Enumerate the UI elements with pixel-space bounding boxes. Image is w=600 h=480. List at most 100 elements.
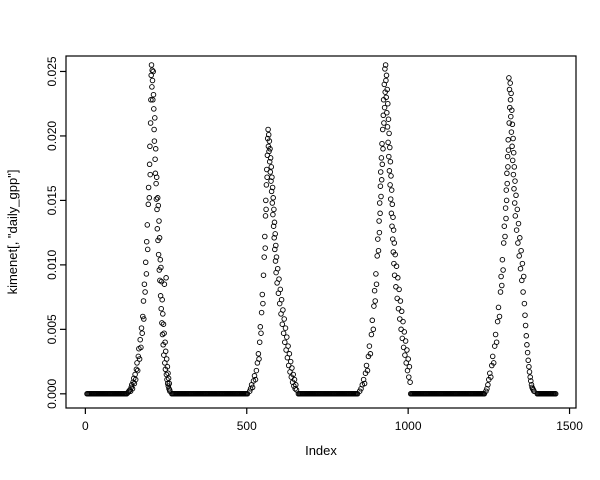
data-point	[264, 174, 270, 180]
data-point	[401, 329, 408, 335]
data-point	[499, 256, 506, 263]
data-point	[252, 376, 259, 383]
data-point	[513, 192, 519, 199]
data-point	[379, 126, 386, 133]
data-point	[504, 180, 510, 187]
data-point	[151, 106, 157, 112]
data-point	[393, 263, 400, 269]
data-point	[264, 166, 270, 173]
data-point	[500, 267, 506, 273]
data-point	[146, 195, 153, 201]
data-point	[382, 62, 389, 68]
y-tick-label: 0.025	[45, 56, 59, 86]
data-point	[512, 178, 518, 184]
data-point	[500, 240, 507, 246]
data-point	[268, 178, 274, 184]
data-point	[265, 126, 271, 133]
data-point	[135, 353, 142, 360]
data-point	[152, 146, 159, 152]
data-point	[284, 334, 290, 340]
data-point	[526, 369, 533, 375]
data-point	[271, 206, 277, 213]
data-point	[154, 195, 161, 201]
data-point	[385, 139, 391, 146]
data-point	[510, 171, 517, 178]
data-point	[373, 281, 380, 287]
data-point	[162, 348, 169, 355]
data-point	[376, 218, 382, 224]
data-point	[494, 318, 501, 325]
data-point	[385, 100, 391, 107]
data-point	[516, 253, 522, 259]
data-point	[514, 206, 521, 213]
data-point	[497, 289, 504, 295]
data-point	[503, 187, 510, 193]
data-point	[149, 84, 155, 90]
data-point	[377, 183, 384, 189]
data-point	[393, 284, 399, 290]
data-point	[397, 316, 403, 322]
data-point	[150, 91, 157, 98]
data-point	[155, 202, 162, 209]
data-point	[526, 363, 532, 370]
data-point	[394, 295, 400, 302]
data-point	[388, 187, 395, 193]
data-point	[251, 373, 258, 379]
data-point	[274, 265, 281, 272]
data-point	[492, 331, 499, 338]
data-point	[376, 200, 383, 206]
data-point	[164, 376, 170, 383]
data-point	[386, 130, 392, 137]
data-point	[552, 391, 559, 397]
data-point	[144, 246, 151, 253]
data-point	[152, 156, 158, 162]
data-point	[286, 351, 293, 357]
data-point	[267, 169, 274, 175]
data-point	[157, 256, 164, 263]
data-point	[266, 158, 273, 165]
data-point	[390, 214, 396, 220]
data-point	[517, 265, 524, 272]
data-point	[375, 236, 381, 242]
data-point	[246, 388, 253, 394]
data-point	[525, 357, 531, 364]
data-point	[280, 307, 286, 313]
data-point	[261, 254, 267, 260]
data-point	[404, 347, 410, 353]
data-point	[508, 129, 515, 135]
data-point	[493, 339, 500, 345]
data-point	[262, 213, 269, 219]
data-point	[266, 148, 272, 155]
y-tick-label: 0.000	[45, 378, 59, 408]
data-point	[269, 200, 276, 206]
data-point	[151, 126, 157, 133]
data-point	[151, 138, 158, 144]
data-point	[385, 116, 392, 122]
data-point	[370, 326, 377, 333]
data-point	[270, 223, 277, 229]
data-point	[369, 317, 376, 324]
data-point	[505, 137, 511, 143]
data-point	[289, 365, 295, 371]
data-point	[511, 186, 517, 192]
data-point	[522, 312, 528, 318]
x-tick-label: 500	[237, 419, 257, 433]
data-point	[372, 298, 378, 304]
data-point	[391, 272, 398, 278]
data-point	[256, 339, 263, 345]
data-point	[502, 233, 508, 240]
data-point	[142, 259, 149, 266]
data-point	[129, 382, 135, 388]
data-point	[269, 174, 275, 180]
data-point	[279, 321, 286, 327]
data-point	[502, 205, 509, 211]
data-point	[249, 384, 256, 391]
data-point	[389, 201, 396, 208]
data-point	[390, 227, 397, 233]
data-point	[260, 300, 266, 307]
data-point	[267, 155, 274, 161]
data-point	[160, 321, 167, 327]
data-point	[258, 330, 264, 336]
data-point	[495, 304, 502, 311]
y-tick-label: 0.020	[45, 121, 59, 151]
